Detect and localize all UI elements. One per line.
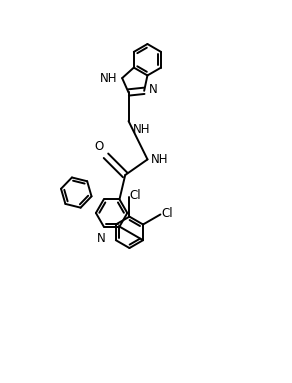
Text: N: N <box>148 83 157 96</box>
Text: Cl: Cl <box>129 189 141 201</box>
Text: NH: NH <box>133 123 150 136</box>
Text: N: N <box>97 232 105 245</box>
Text: O: O <box>94 141 104 154</box>
Text: Cl: Cl <box>162 207 173 220</box>
Text: NH: NH <box>151 153 168 166</box>
Text: NH: NH <box>100 72 117 85</box>
